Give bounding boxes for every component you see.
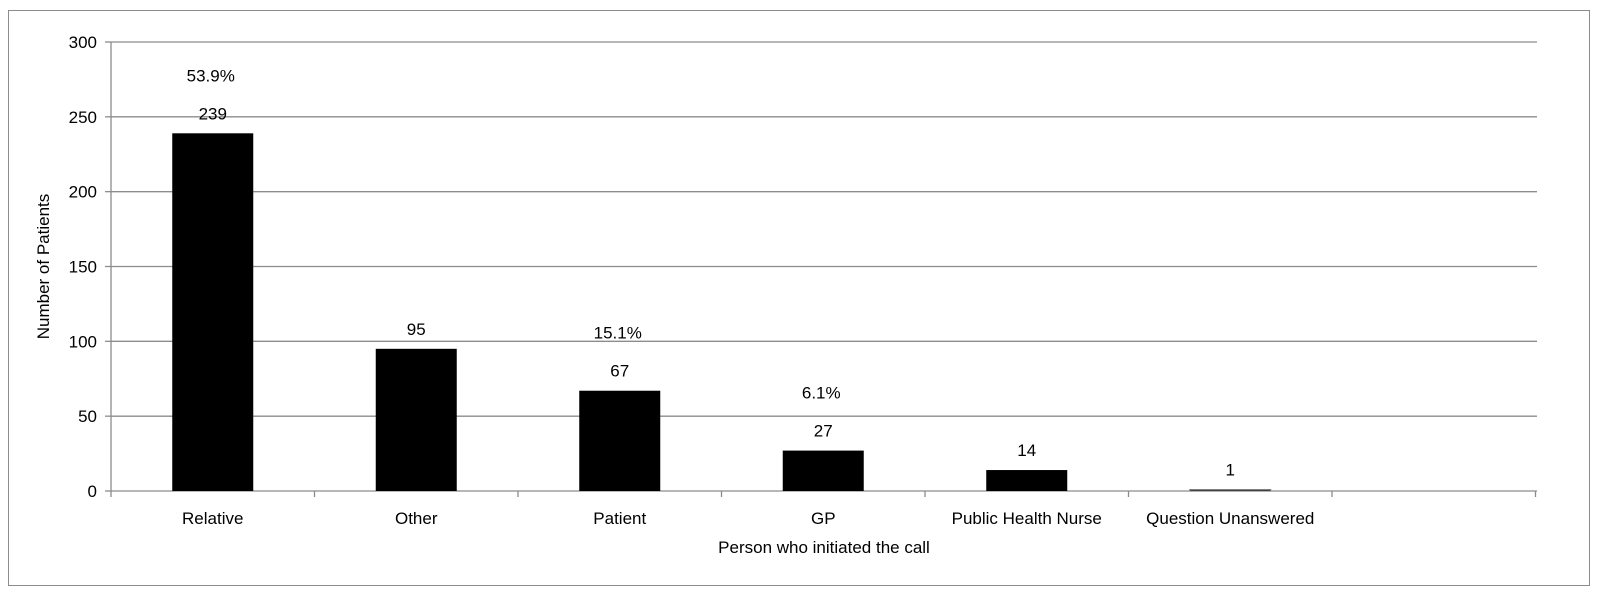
y-tick-label: 150 [69,258,97,277]
labels: 0 50 100 150 200 250 300 Relative 239 53.9% Other 9… [69,33,1315,528]
x-category-label: Relative [182,509,243,528]
data-label: 14 [1017,441,1036,460]
y-tick-label: 100 [69,332,97,351]
percent-label: 53.9% [187,66,235,85]
x-category-label: Patient [593,509,646,528]
y-tick-label: 50 [78,407,97,426]
x-category-label: GP [811,509,836,528]
bar-patient [579,390,661,491]
y-tick-label: 250 [69,108,97,127]
bar-other [375,348,457,491]
percent-label: 6.1% [802,384,841,403]
y-tick-label: 300 [69,33,97,52]
x-category-label: Other [395,509,438,528]
y-tick-label: 0 [88,482,97,501]
grid-lines [111,41,1537,417]
data-label: 239 [199,104,227,123]
bar-public-health-nurse [986,470,1068,491]
x-category-label: Public Health Nurse [952,509,1102,528]
bar-relative [172,133,254,491]
bars [172,133,1272,492]
y-tick-label: 200 [69,183,97,202]
x-axis-title: Person who initiated the call [718,538,930,557]
data-label: 67 [610,362,629,381]
bar-question-unanswered [1189,489,1272,492]
data-label: 95 [407,320,426,339]
data-label: 27 [814,422,833,441]
data-label: 1 [1226,461,1235,480]
x-category-label: Question Unanswered [1146,509,1314,528]
y-axis-title: Number of Patients [34,194,53,340]
percent-label: 15.1% [594,324,642,343]
bar-gp [782,450,864,491]
